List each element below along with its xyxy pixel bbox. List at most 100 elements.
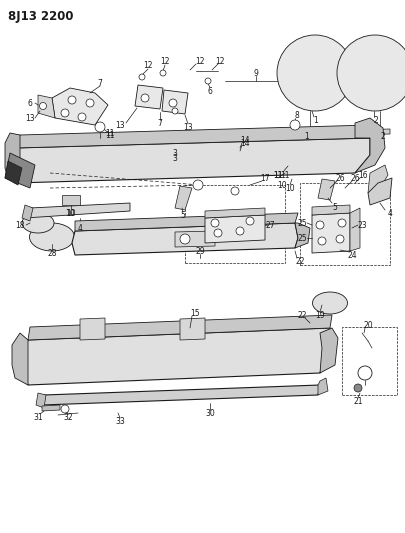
Polygon shape — [62, 195, 80, 205]
Circle shape — [95, 122, 105, 132]
Text: 25: 25 — [296, 233, 306, 243]
Text: 29: 29 — [195, 246, 204, 255]
Circle shape — [357, 366, 371, 380]
Text: 10: 10 — [66, 208, 76, 217]
Circle shape — [211, 219, 218, 227]
Polygon shape — [75, 213, 297, 231]
Ellipse shape — [30, 223, 74, 251]
Polygon shape — [317, 179, 334, 200]
Text: 23: 23 — [356, 221, 366, 230]
Polygon shape — [162, 90, 188, 114]
Text: 11: 11 — [105, 131, 115, 140]
Polygon shape — [367, 165, 387, 193]
Circle shape — [235, 227, 243, 235]
Text: 15: 15 — [190, 309, 199, 318]
Circle shape — [245, 217, 254, 225]
Text: 2: 2 — [380, 132, 384, 141]
Circle shape — [335, 235, 343, 243]
Text: 2: 2 — [373, 116, 377, 125]
Text: 12: 12 — [215, 56, 224, 66]
Text: 20: 20 — [362, 320, 372, 329]
Polygon shape — [36, 393, 46, 408]
Text: 32: 32 — [63, 413, 72, 422]
Polygon shape — [12, 333, 28, 385]
Text: 33: 33 — [115, 416, 125, 425]
Text: 19: 19 — [314, 311, 324, 319]
Polygon shape — [130, 129, 389, 140]
Polygon shape — [367, 178, 391, 205]
Polygon shape — [175, 186, 192, 210]
Text: 28: 28 — [47, 248, 57, 257]
Polygon shape — [15, 138, 369, 183]
Polygon shape — [38, 95, 55, 118]
Polygon shape — [294, 223, 309, 248]
Text: 4: 4 — [387, 208, 392, 217]
Text: 5: 5 — [180, 211, 185, 220]
Polygon shape — [135, 85, 162, 109]
Polygon shape — [179, 318, 205, 340]
Polygon shape — [319, 328, 337, 373]
Circle shape — [139, 74, 145, 80]
Text: 6: 6 — [207, 86, 212, 95]
Text: 12: 12 — [195, 56, 204, 66]
Text: 26: 26 — [350, 174, 359, 182]
Text: 16: 16 — [357, 171, 367, 180]
Text: 17: 17 — [260, 174, 269, 182]
Bar — [341, 327, 396, 395]
Text: 10: 10 — [65, 208, 75, 217]
Circle shape — [172, 108, 177, 114]
Circle shape — [353, 384, 361, 392]
Circle shape — [160, 70, 166, 76]
Polygon shape — [25, 203, 130, 218]
Polygon shape — [28, 315, 331, 340]
Text: 5: 5 — [332, 203, 337, 212]
Text: 31: 31 — [33, 413, 43, 422]
Circle shape — [168, 99, 177, 107]
Circle shape — [276, 35, 352, 111]
Text: 24: 24 — [346, 251, 356, 260]
Polygon shape — [72, 223, 297, 255]
Text: 11: 11 — [105, 128, 115, 138]
Text: 12: 12 — [160, 56, 169, 66]
Polygon shape — [175, 231, 215, 247]
Polygon shape — [15, 125, 369, 148]
Text: 13: 13 — [183, 123, 192, 132]
Polygon shape — [311, 213, 349, 253]
Text: 8: 8 — [294, 110, 298, 119]
Circle shape — [213, 229, 222, 237]
Polygon shape — [42, 385, 319, 405]
Text: 7: 7 — [157, 118, 162, 127]
Circle shape — [192, 180, 202, 190]
Text: 21: 21 — [352, 397, 362, 406]
Circle shape — [61, 405, 69, 413]
Text: 9: 9 — [253, 69, 258, 77]
Circle shape — [336, 35, 405, 111]
Polygon shape — [311, 205, 349, 215]
Text: 13: 13 — [25, 114, 35, 123]
Ellipse shape — [312, 292, 347, 314]
Polygon shape — [5, 133, 20, 183]
Circle shape — [205, 78, 211, 84]
Text: 1: 1 — [304, 132, 309, 141]
Text: 6: 6 — [28, 99, 32, 108]
Polygon shape — [349, 208, 359, 251]
Text: 22: 22 — [296, 311, 306, 319]
Circle shape — [337, 219, 345, 227]
Text: 11: 11 — [273, 171, 282, 180]
Text: 11: 11 — [273, 171, 282, 180]
Circle shape — [61, 109, 69, 117]
Circle shape — [39, 102, 47, 109]
Circle shape — [317, 237, 325, 245]
Text: 10: 10 — [284, 183, 294, 192]
Circle shape — [315, 221, 323, 229]
Polygon shape — [205, 208, 264, 218]
Text: 12: 12 — [143, 61, 152, 69]
Polygon shape — [5, 153, 35, 188]
Text: 30: 30 — [205, 408, 214, 417]
Text: 26: 26 — [335, 174, 344, 182]
Text: 18: 18 — [15, 221, 25, 230]
Polygon shape — [5, 161, 22, 185]
Circle shape — [78, 113, 86, 121]
Polygon shape — [22, 205, 33, 221]
Text: 10: 10 — [277, 181, 286, 190]
